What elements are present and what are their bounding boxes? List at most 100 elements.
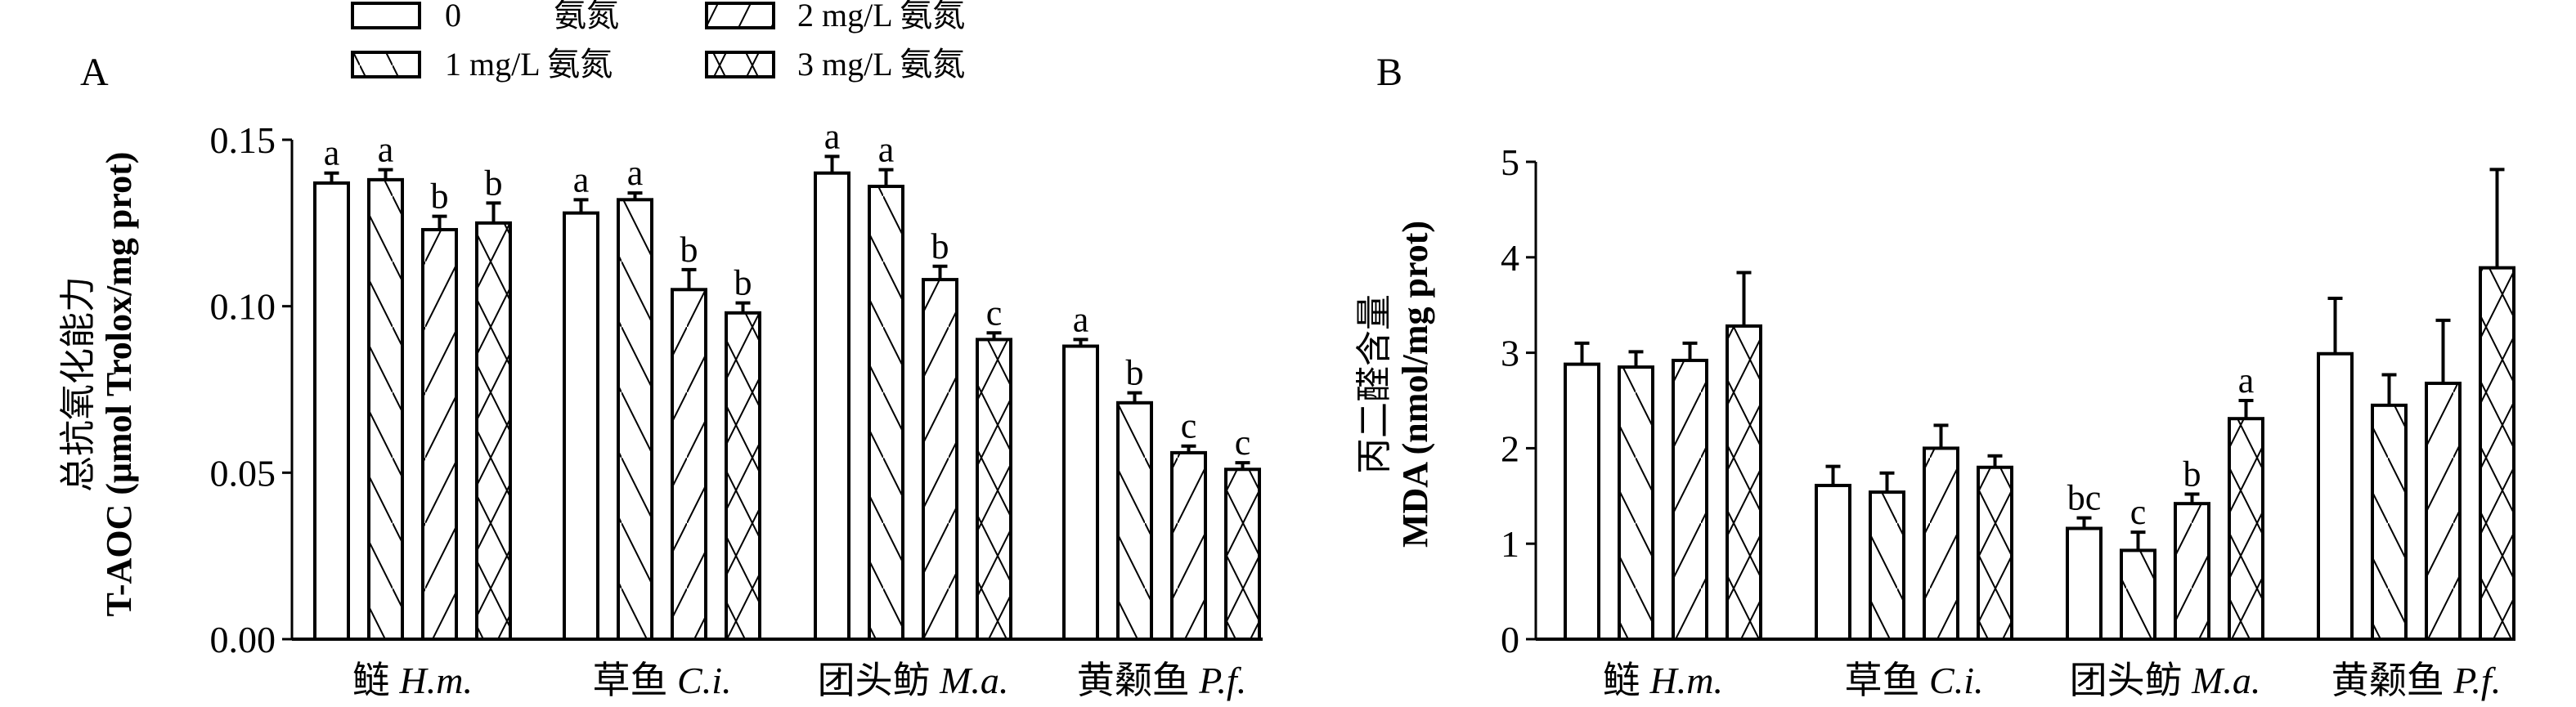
panel-a-significance-letter: c: [1181, 406, 1197, 446]
panel-b-y-tick-label: 4: [1501, 237, 1519, 279]
panel-b-significance-letter: a: [2238, 360, 2255, 400]
panel-b-bar: [2317, 351, 2354, 641]
panel-b-y-tick-label: 5: [1501, 141, 1519, 183]
panel-b-error-bar: [1879, 471, 1895, 493]
panel-a-y-tick-label: 0.00: [210, 619, 276, 660]
panel-b-error-bar: [1736, 271, 1752, 326]
panel-b-error-bar: [2327, 297, 2343, 354]
panel-a-significance-letter: b: [734, 263, 752, 303]
panel-a-error-bar: [681, 267, 697, 290]
panel-a-significance-letter: a: [824, 116, 841, 156]
panel-b-ylabel: MDA (nmol/mg prot): [1395, 221, 1435, 548]
panel-b-x-category-latin: C.i.: [1929, 660, 1983, 701]
panel-b-error-bar: [2184, 492, 2200, 504]
panel-a-y-tick-label: 0.10: [210, 286, 276, 328]
panel-b-error-bar: [2238, 399, 2254, 419]
panel-a-bar: [671, 288, 707, 641]
panel-b-significance-letter: b: [2183, 454, 2201, 494]
legend-label-1: 1 mg/L 氨氮: [445, 46, 613, 83]
panel-a-error-bar: [986, 331, 1002, 340]
panel-a-bar: [313, 181, 350, 642]
panel-a-ylabel-cn: 总抗氧化能力: [58, 276, 98, 492]
panel-a-bar: [617, 198, 653, 641]
panel-a-x-category-latin: H.m.: [399, 660, 473, 701]
panel-a-error-bar: [878, 168, 894, 187]
legend-swatch-2: [705, 2, 775, 29]
panel-a-y-tick-label: 0.15: [210, 119, 276, 161]
panel-b-label: B: [1376, 51, 1402, 94]
panel-b-significance-letter: c: [2130, 492, 2147, 532]
panel-a-bar: [814, 171, 850, 641]
panel-a-significance-letter: b: [485, 163, 503, 203]
panel-a-bar: [1116, 400, 1153, 641]
panel-b-x-category-latin: H.m.: [1649, 660, 1723, 701]
panel-a-error-bar: [824, 154, 840, 173]
panel-a-significance-letter: a: [324, 133, 340, 173]
panel-b-error-bar: [2076, 516, 2092, 529]
legend: 0 氨氮 1 mg/L 氨氮 2 mg/L 氨氮 3 mg/L 氨氮: [351, 0, 965, 83]
legend-swatch-1: [351, 51, 421, 78]
panel-a-x-category-label: 团头鲂 M.a.: [818, 660, 1009, 701]
panel-a-error-bar: [1235, 461, 1250, 470]
panel-a-error-bar: [486, 201, 501, 223]
panel-a-significance-letter: b: [680, 230, 698, 270]
panel-b-bar: [1815, 483, 1851, 642]
panel-b-bar: [2120, 548, 2156, 641]
panel-a-significance-letter: b: [431, 177, 449, 217]
panel-b-y-tick-label: 2: [1501, 427, 1519, 469]
panel-b-bar: [1869, 490, 1905, 641]
legend-label-0-unit: 氨氮: [554, 0, 619, 34]
panel-b-bar: [2479, 266, 2515, 641]
panel-a-x-category-label: 鲢 H.m.: [352, 660, 473, 701]
panel-b-y-tick-label: 3: [1501, 333, 1519, 374]
panel-b-error-bar: [2130, 530, 2146, 551]
panel-a-x-category-label: 黄颡鱼 P.f.: [1077, 660, 1246, 701]
panel-b-y-tick-label: 0: [1501, 619, 1519, 660]
panel-a-significance-letter: a: [1073, 299, 1089, 339]
panel-a-error-bar: [627, 191, 643, 200]
legend-swatch-3: [705, 51, 775, 78]
panel-b-x-category-latin: M.a.: [2191, 660, 2260, 701]
panel-b-error-bar: [1987, 454, 2003, 468]
panel-b-bar: [2425, 381, 2462, 641]
legend-swatch-0: [351, 2, 421, 29]
panel-a-significance-letter: a: [627, 153, 644, 193]
panel-a-x-category-latin: C.i.: [677, 660, 731, 701]
panel-a-error-bar: [378, 168, 393, 180]
panel-b-bar: [1923, 446, 1959, 642]
panel-a-error-bar: [932, 264, 948, 280]
panel-b-x-category-label: 黄颡鱼 P.f.: [2331, 660, 2501, 701]
panel-b-error-bar: [2381, 373, 2397, 405]
panel-a-error-bar: [432, 214, 447, 230]
panel-a-bar: [421, 227, 458, 641]
panel-b-bar: [2371, 403, 2408, 641]
panel-a-x-category-latin: M.a.: [939, 660, 1008, 701]
panel-a-significance-letter: b: [931, 226, 949, 266]
panel-b-x-category-label: 草鱼 C.i.: [1845, 660, 1984, 701]
panel-b-bar: [1726, 324, 1762, 641]
panel-a-significance-letter: a: [378, 130, 394, 170]
panel-b-bar: [1672, 358, 1708, 641]
panel-a-bar: [563, 211, 599, 641]
panel-a-significance-letter: c: [1235, 423, 1251, 463]
panel-a-ylabel: T-AOC (μmol Trolox/mg prot): [99, 152, 139, 617]
panel-b-significance-letter: bc: [2067, 478, 2102, 518]
panel-a-bar: [868, 185, 904, 641]
panel-a-error-bar: [1181, 444, 1196, 453]
panel-b-chart: B 丙二醛含量 MDA (nmol/mg prot) bc cb a 0 1 2 3 4 5 鲢 …: [1354, 51, 2515, 701]
panel-a-significance-letter: b: [1126, 353, 1144, 393]
panel-b-bar: [1618, 365, 1654, 641]
panel-b-x-category-latin: P.f.: [2453, 660, 2501, 701]
panel-a-significance-letter: c: [986, 293, 1003, 333]
panel-a-significance-letter: a: [878, 130, 895, 170]
panel-a-x-category-label: 草鱼 C.i.: [593, 660, 732, 701]
panel-a-bar: [1170, 450, 1207, 641]
panel-b-error-bar: [2489, 168, 2505, 268]
panel-b-bar: [2228, 417, 2264, 642]
panel-b-bar: [1977, 465, 2013, 642]
panel-a-bar: [922, 278, 958, 641]
legend-label-3: 3 mg/L 氨氮: [797, 46, 965, 83]
legend-label-2: 2 mg/L 氨氮: [797, 0, 965, 34]
panel-b-error-bar: [1933, 423, 1949, 449]
